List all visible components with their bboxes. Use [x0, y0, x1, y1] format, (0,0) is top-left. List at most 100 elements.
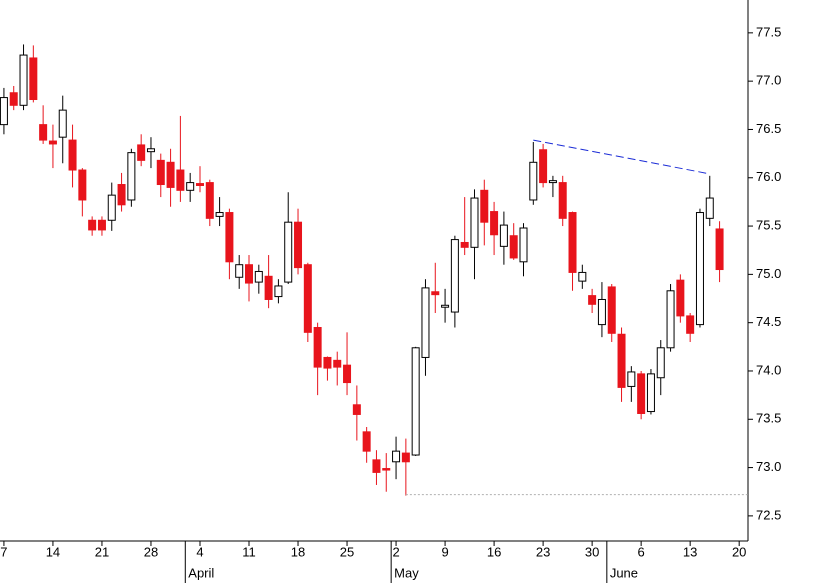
- y-tick-label: 73.5: [756, 411, 781, 426]
- y-tick-label: 77.5: [756, 24, 781, 39]
- x-tick-label: 20: [732, 544, 746, 559]
- candle-body: [617, 333, 626, 388]
- candle-body: [539, 149, 548, 184]
- candle-body: [245, 264, 254, 284]
- candle-body: [519, 227, 528, 263]
- x-tick-label: 25: [340, 544, 354, 559]
- candle-body: [401, 452, 410, 463]
- candle-body: [78, 169, 87, 201]
- month-label: April: [188, 565, 214, 580]
- y-tick-label: 75.0: [756, 266, 781, 281]
- candle-body: [48, 140, 57, 145]
- candle-body: [558, 182, 567, 219]
- candle-body: [0, 97, 8, 126]
- candle-body: [372, 459, 381, 473]
- candle-body: [441, 304, 450, 308]
- candle-body: [686, 315, 695, 334]
- x-tick-label: 6: [638, 544, 645, 559]
- candle-body: [333, 359, 342, 368]
- candle-body: [499, 224, 508, 247]
- candle-body: [88, 219, 97, 231]
- candle-body: [225, 212, 234, 263]
- x-tick-label: 9: [441, 544, 448, 559]
- x-tick-label: 11: [242, 544, 256, 559]
- y-tick-label: 76.5: [756, 121, 781, 136]
- candle-body: [656, 347, 665, 379]
- candle-body: [480, 189, 489, 223]
- candle-body: [294, 221, 303, 269]
- x-tick-label: 23: [536, 544, 550, 559]
- candle-body: [578, 271, 587, 282]
- candle-body: [705, 197, 714, 219]
- y-tick-label: 74.0: [756, 362, 781, 377]
- candle-body: [637, 373, 646, 414]
- x-tick-label: 13: [683, 544, 697, 559]
- candle-body: [460, 241, 469, 248]
- candle-body: [588, 295, 597, 305]
- candle-body: [146, 148, 155, 153]
- candle-body: [411, 347, 420, 456]
- candle-body: [323, 356, 332, 369]
- candle-body: [127, 152, 136, 201]
- candle-body: [362, 431, 371, 452]
- x-tick-label: 28: [144, 544, 158, 559]
- candle-body: [352, 404, 361, 415]
- candle-body: [274, 285, 283, 298]
- candle-body: [715, 228, 724, 271]
- x-tick-label: 30: [585, 544, 599, 559]
- candle-body: [254, 270, 263, 283]
- x-tick-label: 14: [46, 544, 60, 559]
- candle-body: [548, 180, 557, 184]
- x-tick-label: 4: [196, 544, 203, 559]
- candle-body: [166, 161, 175, 188]
- candle-body: [470, 197, 479, 248]
- x-tick-label: 16: [487, 544, 501, 559]
- candle-body: [695, 212, 704, 326]
- candle-body: [303, 264, 312, 333]
- candle-body: [343, 364, 352, 384]
- candle-body: [392, 450, 401, 463]
- candle-body: [137, 144, 146, 161]
- candle-body: [264, 275, 273, 300]
- candle-body: [186, 182, 195, 191]
- trend-line: [533, 139, 710, 175]
- y-tick-label: 74.5: [756, 314, 781, 329]
- candle-body: [68, 139, 77, 171]
- candle-body: [597, 298, 606, 326]
- candle-body: [627, 371, 636, 387]
- x-tick-label: 2: [392, 544, 399, 559]
- candle-body: [284, 221, 293, 283]
- candle-body: [646, 373, 655, 413]
- candle-body: [431, 291, 440, 296]
- x-tick-label: 7: [0, 544, 7, 559]
- candle-body: [509, 235, 518, 259]
- y-tick-label: 73.0: [756, 459, 781, 474]
- month-label: May: [394, 565, 419, 580]
- y-tick-label: 72.5: [756, 507, 781, 522]
- candle-body: [29, 57, 38, 101]
- y-tick-label: 75.5: [756, 217, 781, 232]
- candle-body: [450, 239, 459, 313]
- candle-body: [19, 54, 28, 106]
- candle-body: [9, 92, 18, 106]
- candle-body: [529, 161, 538, 201]
- candle-body: [156, 159, 165, 186]
- x-tick-label: 18: [291, 544, 305, 559]
- candle-body: [382, 468, 391, 471]
- candle-body: [607, 286, 616, 334]
- candle-body: [568, 212, 577, 273]
- candle-body: [215, 212, 224, 217]
- x-tick-label: 21: [95, 544, 109, 559]
- month-label: June: [610, 565, 638, 580]
- y-tick-label: 76.0: [756, 169, 781, 184]
- y-tick-label: 77.0: [756, 73, 781, 88]
- candle-body: [58, 109, 67, 138]
- candle-body: [421, 287, 430, 358]
- candle-body: [97, 219, 106, 231]
- candle-body: [107, 194, 116, 221]
- candle-body: [39, 124, 48, 141]
- candle-body: [205, 182, 214, 219]
- candle-body: [666, 290, 675, 349]
- candle-body: [313, 326, 322, 368]
